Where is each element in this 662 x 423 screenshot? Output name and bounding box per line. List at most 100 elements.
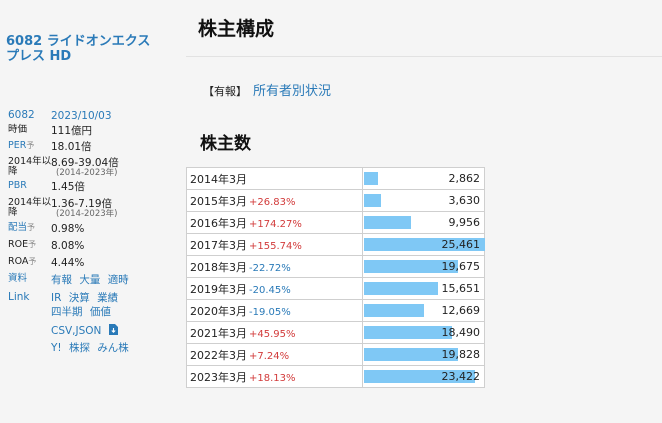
pbr-value: 1.45倍 [51, 181, 85, 193]
value-cell: 15,651 [361, 277, 486, 300]
value-cell: 9,956 [361, 211, 486, 234]
pbr-range-label: 2014年以降 [8, 197, 52, 218]
value-cell: 12,669 [361, 299, 486, 322]
shareholder-bar [363, 216, 411, 229]
change-label: +155.74% [249, 240, 302, 252]
shareholder-count-chart: 2014年3月 2,862 2015年3月 +26.83% 3,630 2016年3月 +1… [186, 167, 486, 388]
ext-links-3: CSV,JSON [51, 324, 118, 338]
tekiji-link[interactable]: 適時 [107, 274, 129, 286]
roe-value: 8.08% [51, 240, 85, 252]
table-row: 2014年3月 2,862 [186, 167, 486, 190]
value-label: 9,956 [448, 216, 481, 229]
table-row: 2016年3月 +174.27% 9,956 [186, 211, 486, 234]
year-label: 2019年3月 [190, 282, 247, 296]
value-link[interactable]: 価値 [89, 306, 111, 318]
page-title: 株主構成 [198, 18, 275, 40]
value-label: 12,669 [441, 304, 481, 317]
value-cell: 3,630 [361, 189, 486, 212]
value-cell: 18,490 [361, 321, 486, 344]
ownership-status-link[interactable]: 所有者別状況 [253, 84, 332, 99]
quarterly-link[interactable]: 四半期 [51, 306, 83, 318]
year-cell: 2022年3月 +7.24% [186, 343, 363, 366]
shareholder-bar [363, 194, 381, 207]
table-row: 2017年3月 +155.74% 25,461 [186, 233, 486, 256]
dividend-label[interactable]: 配当予 [8, 222, 36, 233]
value-cell: 19,675 [361, 255, 486, 278]
kessan-link[interactable]: 決算 [68, 292, 90, 304]
year-cell: 2015年3月 +26.83% [186, 189, 363, 212]
yuho-source-row: 【有報】 所有者別状況 [203, 80, 331, 99]
year-label: 2022年3月 [190, 348, 247, 362]
docs-label[interactable]: 資料 [8, 273, 28, 284]
ext-links: IR 決算 業績 [51, 292, 122, 304]
market-cap-value: 111億円 [51, 125, 93, 137]
year-label: 2015年3月 [190, 194, 247, 208]
table-row: 2015年3月 +26.83% 3,630 [186, 189, 486, 212]
table-row: 2019年3月 -20.45% 15,651 [186, 277, 486, 300]
shareholder-bar [363, 370, 475, 383]
value-label: 25,461 [441, 238, 481, 251]
year-label: 2018年3月 [190, 260, 247, 274]
title-divider [186, 56, 662, 57]
section-title-shareholders: 株主数 [200, 134, 251, 154]
csv-json-link[interactable]: CSV,JSON [51, 325, 102, 337]
year-label: 2016年3月 [190, 216, 247, 230]
tairyo-link[interactable]: 大量 [79, 274, 101, 286]
year-label: 2017年3月 [190, 238, 247, 252]
value-cell: 2,862 [361, 167, 486, 190]
value-label: 19,675 [441, 260, 481, 273]
ir-link[interactable]: IR [51, 292, 62, 304]
shareholder-bar [363, 348, 458, 361]
roa-label: ROA予 [8, 256, 37, 267]
year-cell: 2019年3月 -20.45% [186, 277, 363, 300]
minkabu-link[interactable]: みん株 [97, 342, 129, 354]
per-label[interactable]: PER予 [8, 140, 35, 151]
table-row: 2021年3月 +45.95% 18,490 [186, 321, 486, 344]
year-cell: 2018年3月 -22.72% [186, 255, 363, 278]
year-cell: 2016年3月 +174.27% [186, 211, 363, 234]
per-value: 18.01倍 [51, 141, 92, 153]
shareholder-bar [363, 172, 378, 185]
year-label: 2014年3月 [190, 172, 247, 186]
shareholder-bar [363, 326, 452, 339]
docs-links: 有報 大量 適時 [51, 274, 133, 286]
download-file-icon[interactable] [108, 324, 118, 338]
year-label: 2023年3月 [190, 370, 247, 384]
year-cell: 2023年3月 +18.13% [186, 365, 363, 388]
shareholder-bar [363, 260, 458, 273]
value-label: 15,651 [441, 282, 481, 295]
date-link[interactable]: 2023/10/03 [51, 110, 112, 122]
pbr-label[interactable]: PBR [8, 180, 27, 191]
yahoo-link[interactable]: Y! [51, 342, 62, 354]
roe-label: ROE予 [8, 239, 37, 250]
kabutan-link[interactable]: 株探 [68, 342, 90, 354]
change-label: -20.45% [249, 284, 291, 296]
value-cell: 25,461 [361, 233, 486, 256]
table-row: 2023年3月 +18.13% 23,422 [186, 365, 486, 388]
table-row: 2020年3月 -19.05% 12,669 [186, 299, 486, 322]
shareholder-bar [363, 304, 424, 317]
year-label: 2020年3月 [190, 304, 247, 318]
pbr-range-value: 1.36-7.19倍 (2014-2023年) [51, 198, 118, 219]
year-cell: 2021年3月 +45.95% [186, 321, 363, 344]
roa-value: 4.44% [51, 257, 85, 269]
change-label: +45.95% [249, 328, 296, 340]
shareholder-bar [363, 282, 438, 295]
company-name-link[interactable]: 6082 ライドオンエクスプレス HD [6, 34, 151, 64]
stock-code-link[interactable]: 6082 [8, 109, 35, 121]
table-row: 2018年3月 -22.72% 19,675 [186, 255, 486, 278]
value-label: 23,422 [441, 370, 481, 383]
change-label: +18.13% [249, 372, 296, 384]
yuho-link[interactable]: 有報 [51, 274, 72, 286]
yuho-tag: 【有報】 [203, 85, 247, 98]
year-cell: 2017年3月 +155.74% [186, 233, 363, 256]
change-label: -22.72% [249, 262, 291, 274]
ext-links-2: 四半期 価値 [51, 306, 115, 318]
change-label: +174.27% [249, 218, 302, 230]
per-range-value: 8.69-39.04倍 (2014-2023年) [51, 157, 119, 178]
link-label[interactable]: Link [8, 291, 30, 303]
change-label: +26.83% [249, 196, 296, 208]
ext-links-4: Y! 株探 みん株 [51, 342, 133, 354]
sidebar: 6082 ライドオンエクスプレス HD 6082 2023/10/03 時価 1… [0, 0, 170, 423]
gyoseki-link[interactable]: 業績 [97, 292, 119, 304]
